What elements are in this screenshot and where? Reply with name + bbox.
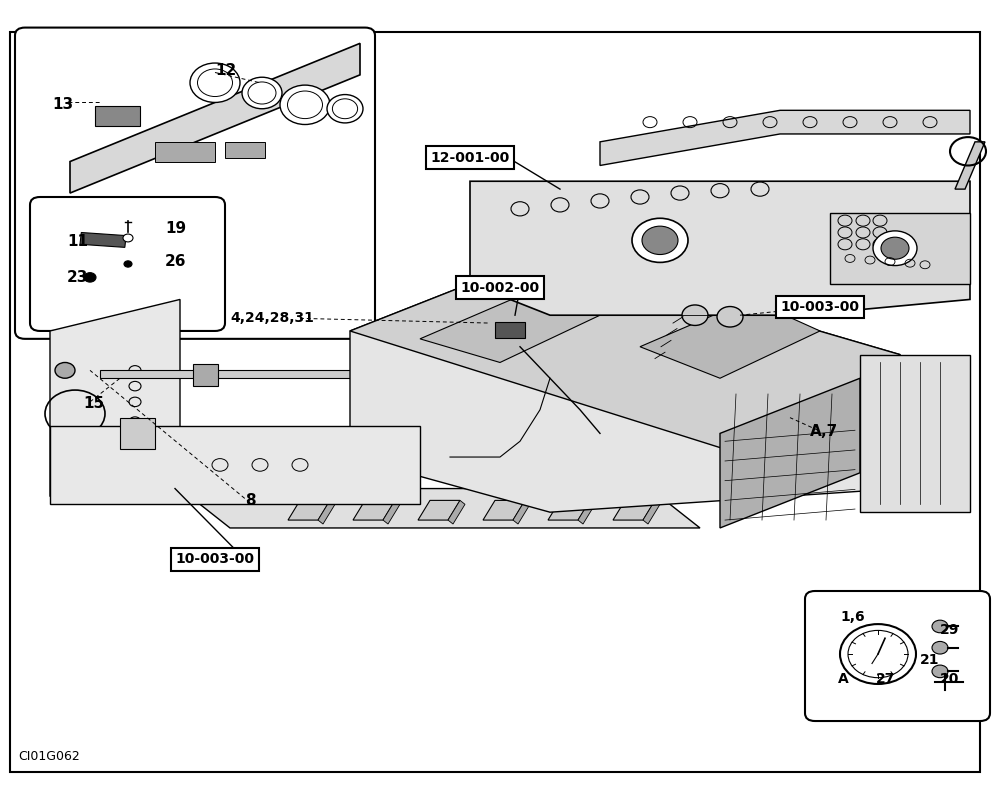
Circle shape bbox=[55, 362, 75, 378]
Text: A: A bbox=[838, 672, 849, 686]
Circle shape bbox=[932, 641, 948, 654]
Polygon shape bbox=[643, 500, 660, 524]
Text: 15: 15 bbox=[83, 396, 104, 411]
Polygon shape bbox=[70, 43, 360, 193]
Text: 21: 21 bbox=[920, 653, 940, 667]
Circle shape bbox=[932, 620, 948, 633]
Circle shape bbox=[632, 218, 688, 262]
Circle shape bbox=[932, 665, 948, 678]
Circle shape bbox=[123, 234, 133, 242]
Polygon shape bbox=[100, 370, 470, 378]
Circle shape bbox=[881, 237, 909, 259]
Polygon shape bbox=[578, 500, 595, 524]
Polygon shape bbox=[383, 500, 400, 524]
Polygon shape bbox=[720, 378, 860, 528]
Text: 19: 19 bbox=[165, 221, 186, 236]
Polygon shape bbox=[350, 252, 900, 512]
Circle shape bbox=[242, 77, 282, 109]
Text: 8: 8 bbox=[245, 492, 256, 508]
Polygon shape bbox=[600, 110, 970, 165]
Polygon shape bbox=[180, 489, 700, 528]
Circle shape bbox=[190, 63, 240, 102]
Circle shape bbox=[873, 231, 917, 266]
Polygon shape bbox=[420, 292, 600, 362]
Text: 29: 29 bbox=[940, 623, 959, 637]
Text: 12: 12 bbox=[215, 63, 236, 79]
Polygon shape bbox=[513, 500, 530, 524]
Text: 12-001-00: 12-001-00 bbox=[430, 151, 510, 165]
Bar bbox=[225, 142, 265, 158]
Polygon shape bbox=[288, 500, 330, 520]
Circle shape bbox=[84, 273, 96, 282]
Polygon shape bbox=[418, 500, 460, 520]
Bar bbox=[495, 322, 525, 338]
Circle shape bbox=[327, 95, 363, 123]
FancyBboxPatch shape bbox=[15, 28, 375, 339]
Polygon shape bbox=[350, 252, 900, 457]
Text: 1,6: 1,6 bbox=[840, 610, 865, 624]
Polygon shape bbox=[613, 500, 655, 520]
Circle shape bbox=[124, 261, 132, 267]
Text: 10-003-00: 10-003-00 bbox=[780, 300, 860, 314]
Text: 26: 26 bbox=[165, 254, 186, 269]
Polygon shape bbox=[50, 426, 420, 504]
Polygon shape bbox=[640, 299, 820, 378]
Polygon shape bbox=[318, 500, 335, 524]
Text: 10-002-00: 10-002-00 bbox=[460, 281, 540, 295]
Polygon shape bbox=[483, 500, 525, 520]
Bar bbox=[193, 364, 218, 386]
Circle shape bbox=[682, 305, 708, 325]
Text: A,7: A,7 bbox=[810, 424, 838, 440]
Text: 20: 20 bbox=[940, 672, 959, 686]
FancyBboxPatch shape bbox=[30, 197, 225, 331]
Text: 10-003-00: 10-003-00 bbox=[176, 552, 254, 567]
Text: 23: 23 bbox=[67, 269, 88, 285]
Bar bbox=[80, 232, 126, 247]
Bar bbox=[95, 106, 140, 126]
Bar bbox=[120, 418, 155, 449]
Text: 13: 13 bbox=[52, 96, 73, 112]
Polygon shape bbox=[548, 500, 590, 520]
Text: 11: 11 bbox=[67, 233, 88, 249]
Polygon shape bbox=[830, 213, 970, 284]
Polygon shape bbox=[955, 142, 985, 189]
Text: 27: 27 bbox=[876, 672, 895, 686]
Polygon shape bbox=[448, 500, 465, 524]
Text: CI01G062: CI01G062 bbox=[18, 750, 80, 763]
Circle shape bbox=[840, 624, 916, 684]
Polygon shape bbox=[470, 181, 970, 315]
Bar bbox=[368, 364, 393, 386]
Circle shape bbox=[717, 307, 743, 327]
FancyBboxPatch shape bbox=[805, 591, 990, 721]
Circle shape bbox=[280, 85, 330, 125]
Bar bbox=[155, 142, 215, 162]
Text: 4,24,28,31: 4,24,28,31 bbox=[230, 311, 314, 325]
Polygon shape bbox=[860, 355, 970, 512]
Circle shape bbox=[642, 226, 678, 255]
Polygon shape bbox=[50, 299, 180, 496]
Polygon shape bbox=[353, 500, 395, 520]
